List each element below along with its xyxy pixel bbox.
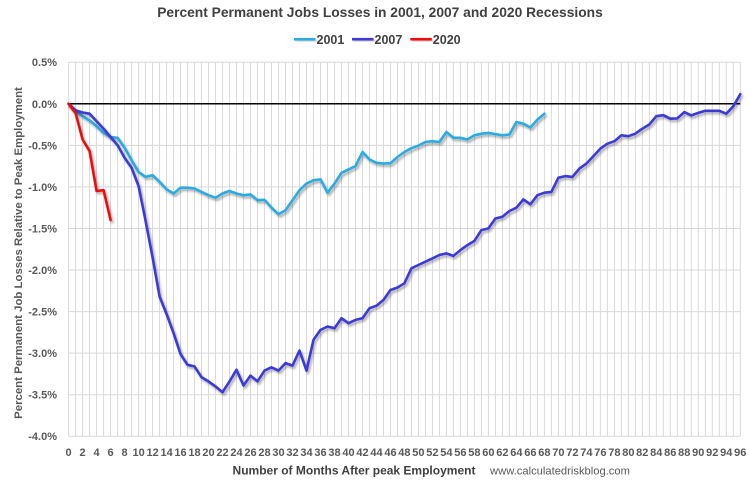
svg-text:24: 24	[230, 447, 243, 459]
svg-text:84: 84	[650, 447, 663, 459]
svg-text:66: 66	[524, 447, 536, 459]
svg-text:92: 92	[706, 447, 718, 459]
svg-text:0.0%: 0.0%	[32, 99, 57, 111]
svg-text:30: 30	[272, 447, 284, 459]
svg-text:82: 82	[636, 447, 648, 459]
svg-text:88: 88	[678, 447, 690, 459]
svg-text:Number of Months After peak Em: Number of Months After peak Employment	[233, 464, 476, 478]
svg-text:42: 42	[356, 447, 368, 459]
svg-text:20: 20	[202, 447, 214, 459]
svg-text:58: 58	[468, 447, 480, 459]
svg-text:2007: 2007	[375, 33, 403, 47]
svg-text:64: 64	[510, 447, 523, 459]
svg-text:-4.0%: -4.0%	[28, 431, 57, 443]
svg-text:86: 86	[664, 447, 676, 459]
svg-text:2001: 2001	[317, 33, 345, 47]
svg-text:12: 12	[146, 447, 158, 459]
svg-text:40: 40	[342, 447, 354, 459]
svg-text:-2.0%: -2.0%	[28, 265, 57, 277]
svg-text:50: 50	[412, 447, 424, 459]
svg-text:-2.5%: -2.5%	[28, 307, 57, 319]
svg-text:2: 2	[80, 447, 86, 459]
svg-text:18: 18	[188, 447, 200, 459]
svg-text:78: 78	[608, 447, 620, 459]
svg-text:32: 32	[286, 447, 298, 459]
svg-text:10: 10	[132, 447, 144, 459]
svg-text:22: 22	[216, 447, 228, 459]
svg-text:16: 16	[174, 447, 186, 459]
svg-text:-1.5%: -1.5%	[28, 223, 57, 235]
svg-text:www.calculatedriskblog.com: www.calculatedriskblog.com	[489, 466, 630, 478]
svg-text:-3.5%: -3.5%	[28, 390, 57, 402]
svg-text:26: 26	[244, 447, 256, 459]
svg-text:14: 14	[160, 447, 173, 459]
svg-text:-0.5%: -0.5%	[28, 140, 57, 152]
svg-text:-3.0%: -3.0%	[28, 348, 57, 360]
svg-text:28: 28	[258, 447, 270, 459]
svg-text:2020: 2020	[433, 33, 461, 47]
svg-text:90: 90	[692, 447, 704, 459]
svg-text:4: 4	[94, 447, 101, 459]
svg-text:56: 56	[454, 447, 466, 459]
svg-text:36: 36	[314, 447, 326, 459]
svg-text:48: 48	[398, 447, 410, 459]
svg-text:46: 46	[384, 447, 396, 459]
svg-text:80: 80	[622, 447, 634, 459]
svg-text:68: 68	[538, 447, 550, 459]
svg-text:38: 38	[328, 447, 340, 459]
svg-text:34: 34	[300, 447, 313, 459]
svg-text:96: 96	[734, 447, 746, 459]
svg-text:44: 44	[370, 447, 383, 459]
svg-text:70: 70	[552, 447, 564, 459]
svg-text:74: 74	[580, 447, 593, 459]
svg-text:Percent Permanent Jobs Losses: Percent Permanent Jobs Losses in 2001, 2…	[157, 5, 603, 20]
svg-text:62: 62	[496, 447, 508, 459]
svg-text:60: 60	[482, 447, 494, 459]
svg-text:0: 0	[66, 447, 72, 459]
svg-text:6: 6	[108, 447, 114, 459]
svg-text:-1.0%: -1.0%	[28, 182, 57, 194]
svg-text:76: 76	[594, 447, 606, 459]
svg-text:72: 72	[566, 447, 578, 459]
svg-text:54: 54	[440, 447, 453, 459]
svg-text:94: 94	[720, 447, 733, 459]
svg-text:8: 8	[122, 447, 128, 459]
svg-text:Percent Permanent Job Losses R: Percent Permanent Job Losses Relative to…	[13, 87, 25, 419]
svg-text:52: 52	[426, 447, 438, 459]
svg-text:0.5%: 0.5%	[32, 57, 57, 69]
